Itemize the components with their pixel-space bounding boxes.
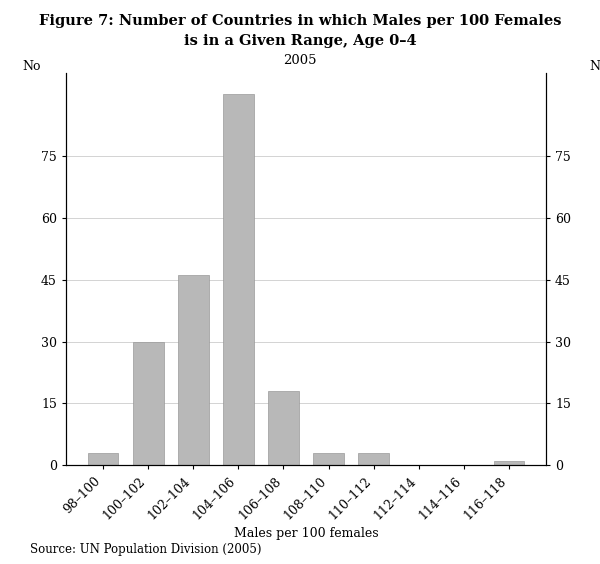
Bar (313, 453, 344, 465)
Text: No: No (23, 60, 41, 73)
Bar (494, 461, 524, 465)
Bar (223, 94, 254, 465)
Text: 2005: 2005 (283, 54, 317, 67)
Bar (88, 453, 118, 465)
X-axis label: Males per 100 females: Males per 100 females (233, 527, 379, 540)
Text: Source: UN Population Division (2005): Source: UN Population Division (2005) (30, 543, 262, 556)
Text: No: No (589, 60, 600, 73)
Bar (178, 275, 209, 465)
Bar (133, 342, 164, 465)
Bar (358, 453, 389, 465)
Bar (268, 391, 299, 465)
Text: Figure 7: Number of Countries in which Males per 100 Females: Figure 7: Number of Countries in which M… (39, 14, 561, 28)
Text: is in a Given Range, Age 0–4: is in a Given Range, Age 0–4 (184, 34, 416, 48)
